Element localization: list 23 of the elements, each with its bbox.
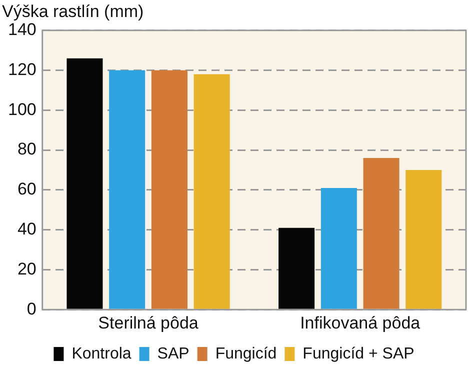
y-tick-label: 140 <box>8 20 36 40</box>
bar <box>320 188 357 309</box>
legend-label: Fungicíd <box>215 345 277 362</box>
bar <box>278 228 315 309</box>
y-tick-label: 20 <box>17 259 36 278</box>
y-tick-label: 0 <box>26 299 36 318</box>
y-tick-label: 100 <box>8 100 36 119</box>
legend-label: Fungicíd + SAP <box>302 345 414 362</box>
bar <box>194 74 230 309</box>
y-axis-title: Výška rastlín (mm) <box>2 2 144 21</box>
bar <box>109 70 146 309</box>
bar <box>66 58 103 309</box>
x-tick-label: Sterilná pôda <box>98 313 199 332</box>
legend-label: SAP <box>157 345 190 362</box>
y-tick-label: 80 <box>17 140 36 159</box>
bar <box>363 158 400 309</box>
bar <box>406 170 442 309</box>
bar <box>151 70 188 309</box>
y-tick-label: 120 <box>8 60 36 79</box>
x-tick-label: Infikovaná pôda <box>300 313 421 332</box>
y-tick-label: 60 <box>17 180 36 199</box>
legend-label: Kontrola <box>72 345 132 362</box>
y-tick-label: 40 <box>17 220 36 239</box>
